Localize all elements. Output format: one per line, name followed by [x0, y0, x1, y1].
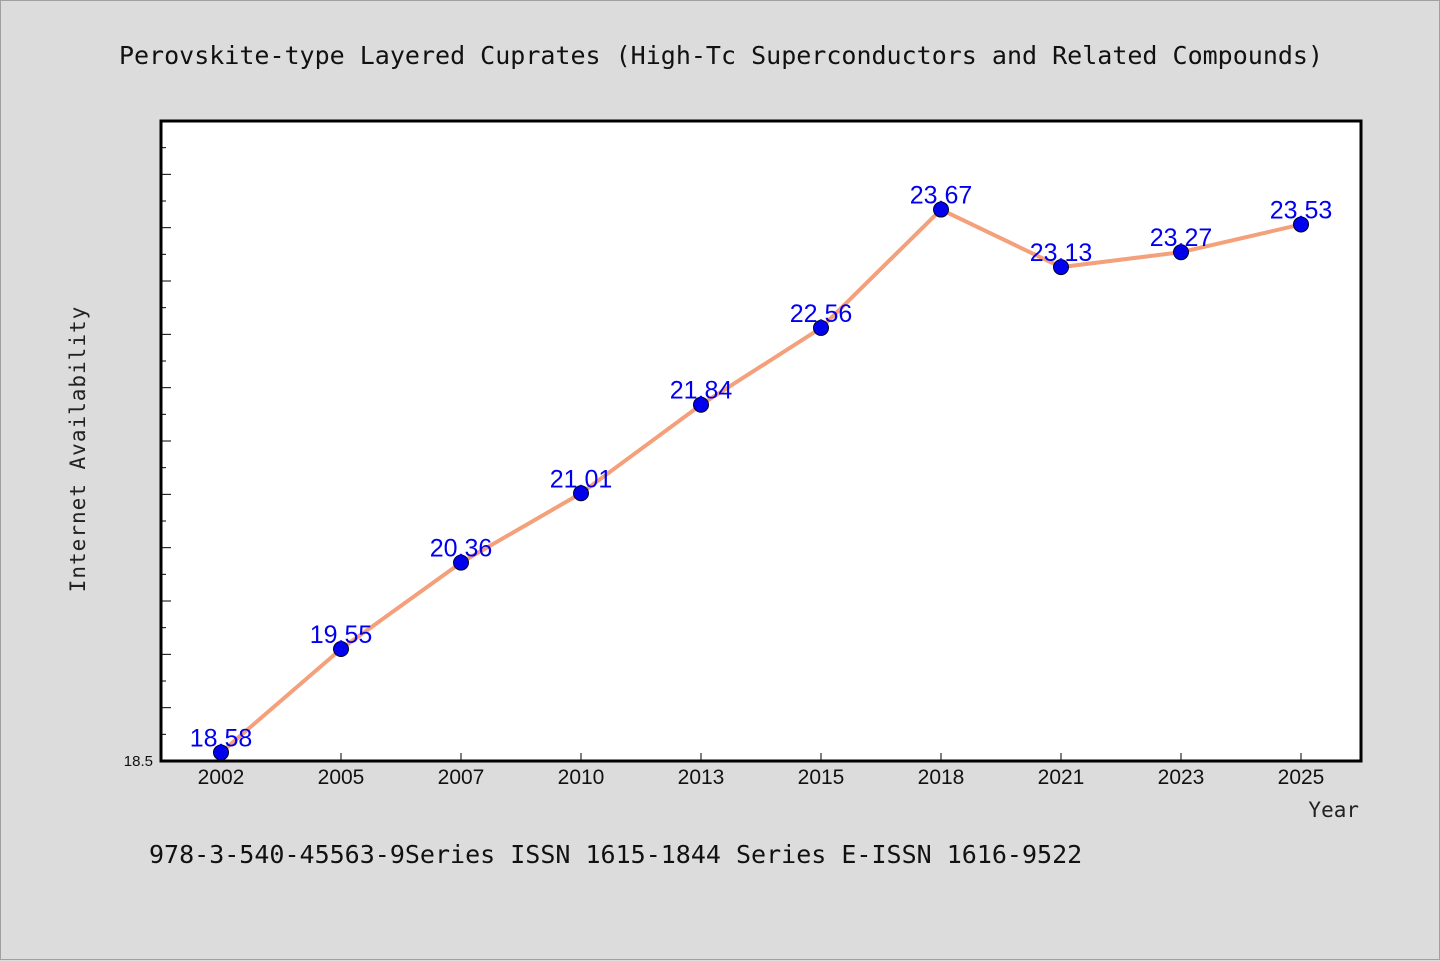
- x-tick-label: 2010: [558, 766, 605, 789]
- data-label: 21.01: [550, 465, 613, 493]
- data-label: 23.13: [1030, 239, 1093, 267]
- data-label: 19.55: [310, 621, 373, 649]
- data-point: [573, 485, 589, 502]
- data-point: [693, 396, 709, 413]
- data-labels: 18.58 19.55 20.36 21.01 21.84 22.56 23.67 23.13…: [190, 182, 1333, 753]
- data-label: 22.56: [790, 300, 853, 328]
- data-label: 23.27: [1150, 224, 1213, 252]
- y-axis-title: Internet Availability: [66, 306, 90, 593]
- x-tick-label: 2005: [318, 766, 365, 789]
- x-tick-label: 2021: [1038, 766, 1085, 789]
- data-point: [453, 554, 469, 571]
- data-markers: [213, 201, 1309, 761]
- data-label: 20.36: [430, 535, 493, 563]
- data-label: 18.58: [190, 724, 253, 752]
- x-tick-label: 2007: [438, 766, 485, 789]
- x-tick-label: 2002: [198, 766, 245, 789]
- data-point: [933, 201, 949, 218]
- y-tick-label: 18.5: [124, 753, 153, 770]
- chart-title: Perovskite-type Layered Cuprates (High-T…: [119, 41, 1323, 70]
- x-tick-label: 2025: [1278, 766, 1325, 789]
- series-line-layer: [219, 207, 1303, 755]
- data-label: 21.84: [670, 377, 733, 405]
- x-tick-label: 2013: [678, 766, 725, 789]
- x-axis-ticks: 2002 2005 2007 2010 2013 2015 2018 2021 2023 2025: [198, 753, 1325, 789]
- data-point: [1173, 244, 1189, 261]
- plot-area: [159, 119, 1363, 763]
- series-line: [219, 207, 1303, 755]
- data-label: 23.67: [910, 182, 973, 210]
- x-axis-title: Year: [1308, 798, 1359, 822]
- footer-isbn-text: 978-3-540-45563-9Series ISSN 1615-1844 S…: [149, 840, 1082, 869]
- data-point: [333, 641, 349, 657]
- x-tick-label: 2015: [798, 766, 845, 789]
- data-point: [1293, 216, 1309, 233]
- data-point: [213, 744, 229, 761]
- data-point: [1053, 259, 1069, 276]
- data-label: 23.53: [1270, 196, 1333, 224]
- x-tick-label: 2018: [918, 766, 965, 789]
- x-tick-label: 2023: [1158, 766, 1205, 789]
- data-point: [813, 319, 829, 336]
- y-axis-ticks: 18.5: [124, 120, 171, 770]
